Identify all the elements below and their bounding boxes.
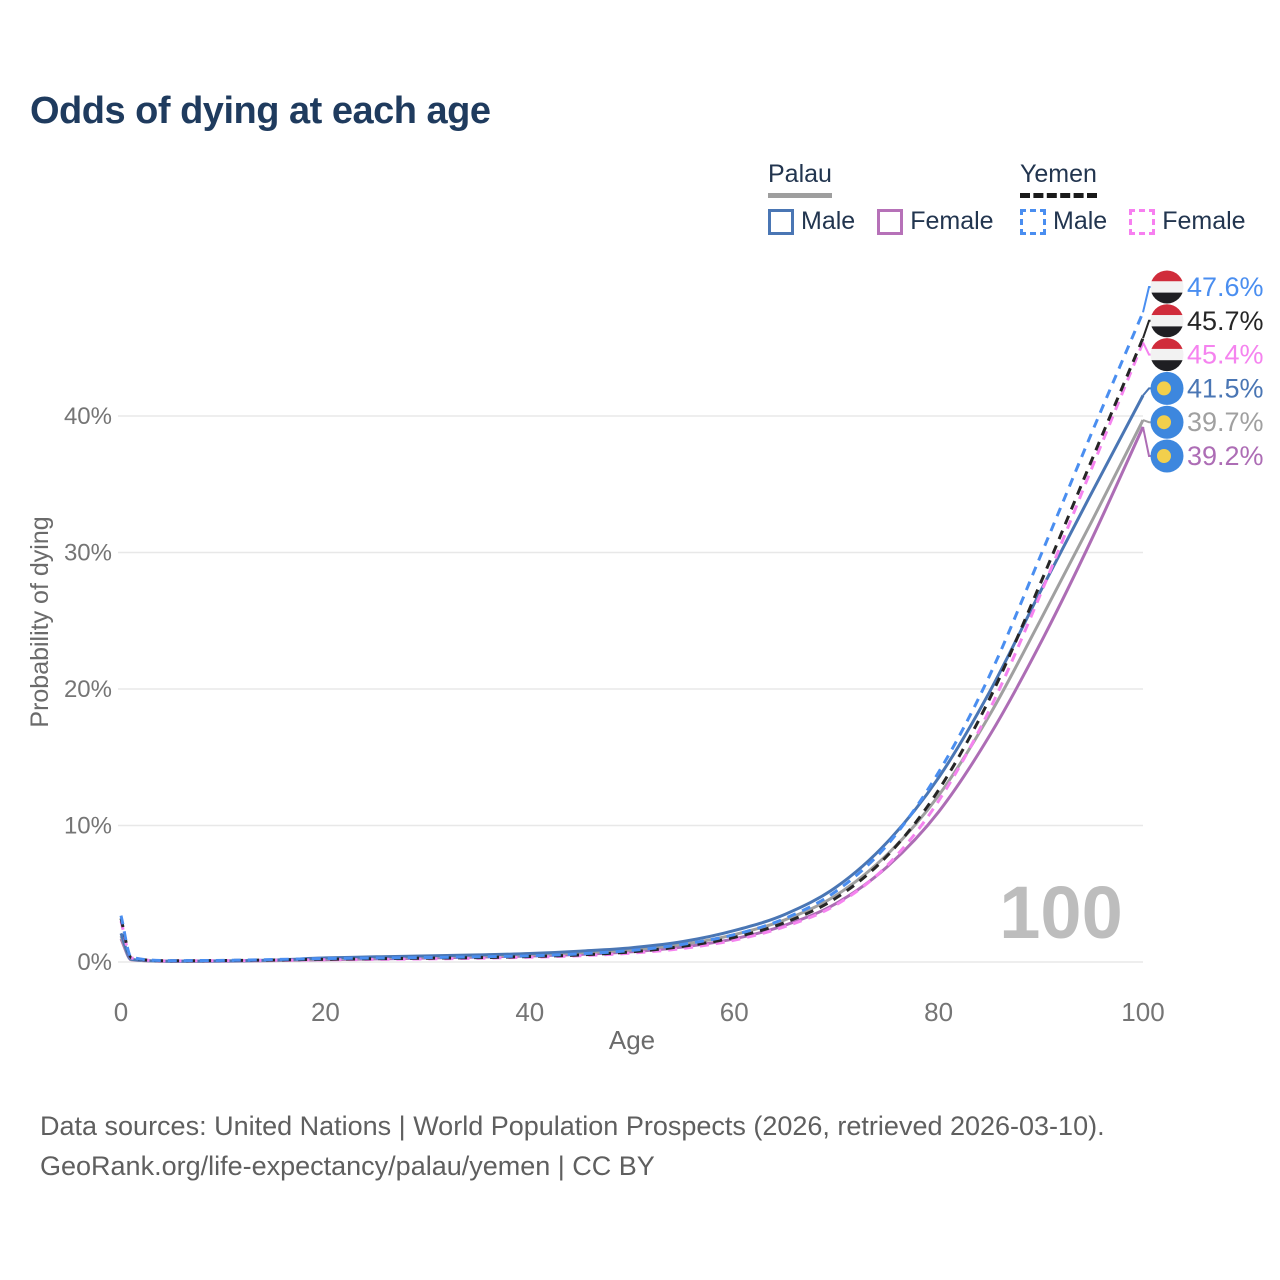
legend-group-title-palau: Palau [768,160,832,198]
end-label-palau-male: 41.5% [1187,373,1264,403]
legend-item-yemen-female[interactable]: Female [1129,207,1246,236]
legend-items-yemen: Male Female [1020,207,1246,236]
palau-female-swatch-icon [877,208,904,235]
y-axis-title: Probability of dying [26,516,54,727]
legend-item-label: Male [801,207,856,235]
end-label-yemen-both: 45.7% [1187,306,1264,336]
end-label-yemen-female: 45.4% [1187,340,1264,370]
yemen-male-swatch-icon [1020,208,1046,235]
y-tick-label: 0% [77,949,112,976]
legend-item-yemen-male[interactable]: Male [1020,207,1107,236]
x-tick-label: 80 [924,997,953,1027]
flag-icon-yemen [1150,270,1184,304]
end-label-palau-both: 39.7% [1187,407,1264,437]
legend-group-title-yemen: Yemen [1020,160,1097,198]
y-tick-label: 30% [64,540,112,567]
end-label-yemen-male: 47.6% [1187,272,1264,302]
palau-male-swatch-icon [768,208,794,235]
legend-item-palau-male[interactable]: Male [768,207,855,236]
legend-item-palau-female[interactable]: Female [877,207,994,236]
footer: Data sources: United Nations | World Pop… [40,1106,1105,1186]
y-tick-label: 10% [64,813,112,840]
legend-item-label: Female [910,207,994,235]
x-tick-label: 40 [515,997,544,1027]
data-sources-line: Data sources: United Nations | World Pop… [40,1111,1105,1141]
legend-group-yemen: Yemen Male Female [1020,160,1246,236]
yemen-female-swatch-icon [1129,208,1156,235]
series-line-yemen-female [119,341,1145,963]
legend-item-label: Female [1162,207,1246,235]
attribution-line: GeoRank.org/life-expectancy/palau/yemen … [40,1151,655,1181]
legend-item-label: Male [1053,207,1108,235]
y-tick-label: 20% [64,676,112,703]
x-tick-label: 0 [114,997,128,1027]
series-line-yemen-male [119,311,1145,963]
flag-icon-yemen [1150,304,1184,338]
x-axis-title: Age [609,1025,655,1055]
page-title: Odds of dying at each age [30,90,491,132]
flag-icon-palau [1150,405,1184,439]
series-line-yemen-both [119,337,1145,963]
age-counter-watermark: 100 [999,871,1122,954]
legend-items-palau: Male Female [768,207,994,236]
end-label-palau-female: 39.2% [1187,441,1264,471]
legend-group-palau: Palau Male Female [768,160,994,236]
flag-icon-palau [1150,439,1184,473]
y-tick-label: 40% [64,403,112,430]
flag-icon-palau [1150,371,1184,405]
x-tick-label: 100 [1121,997,1164,1027]
flag-icon-yemen [1150,338,1184,372]
x-tick-label: 20 [311,997,340,1027]
x-tick-label: 60 [720,997,749,1027]
